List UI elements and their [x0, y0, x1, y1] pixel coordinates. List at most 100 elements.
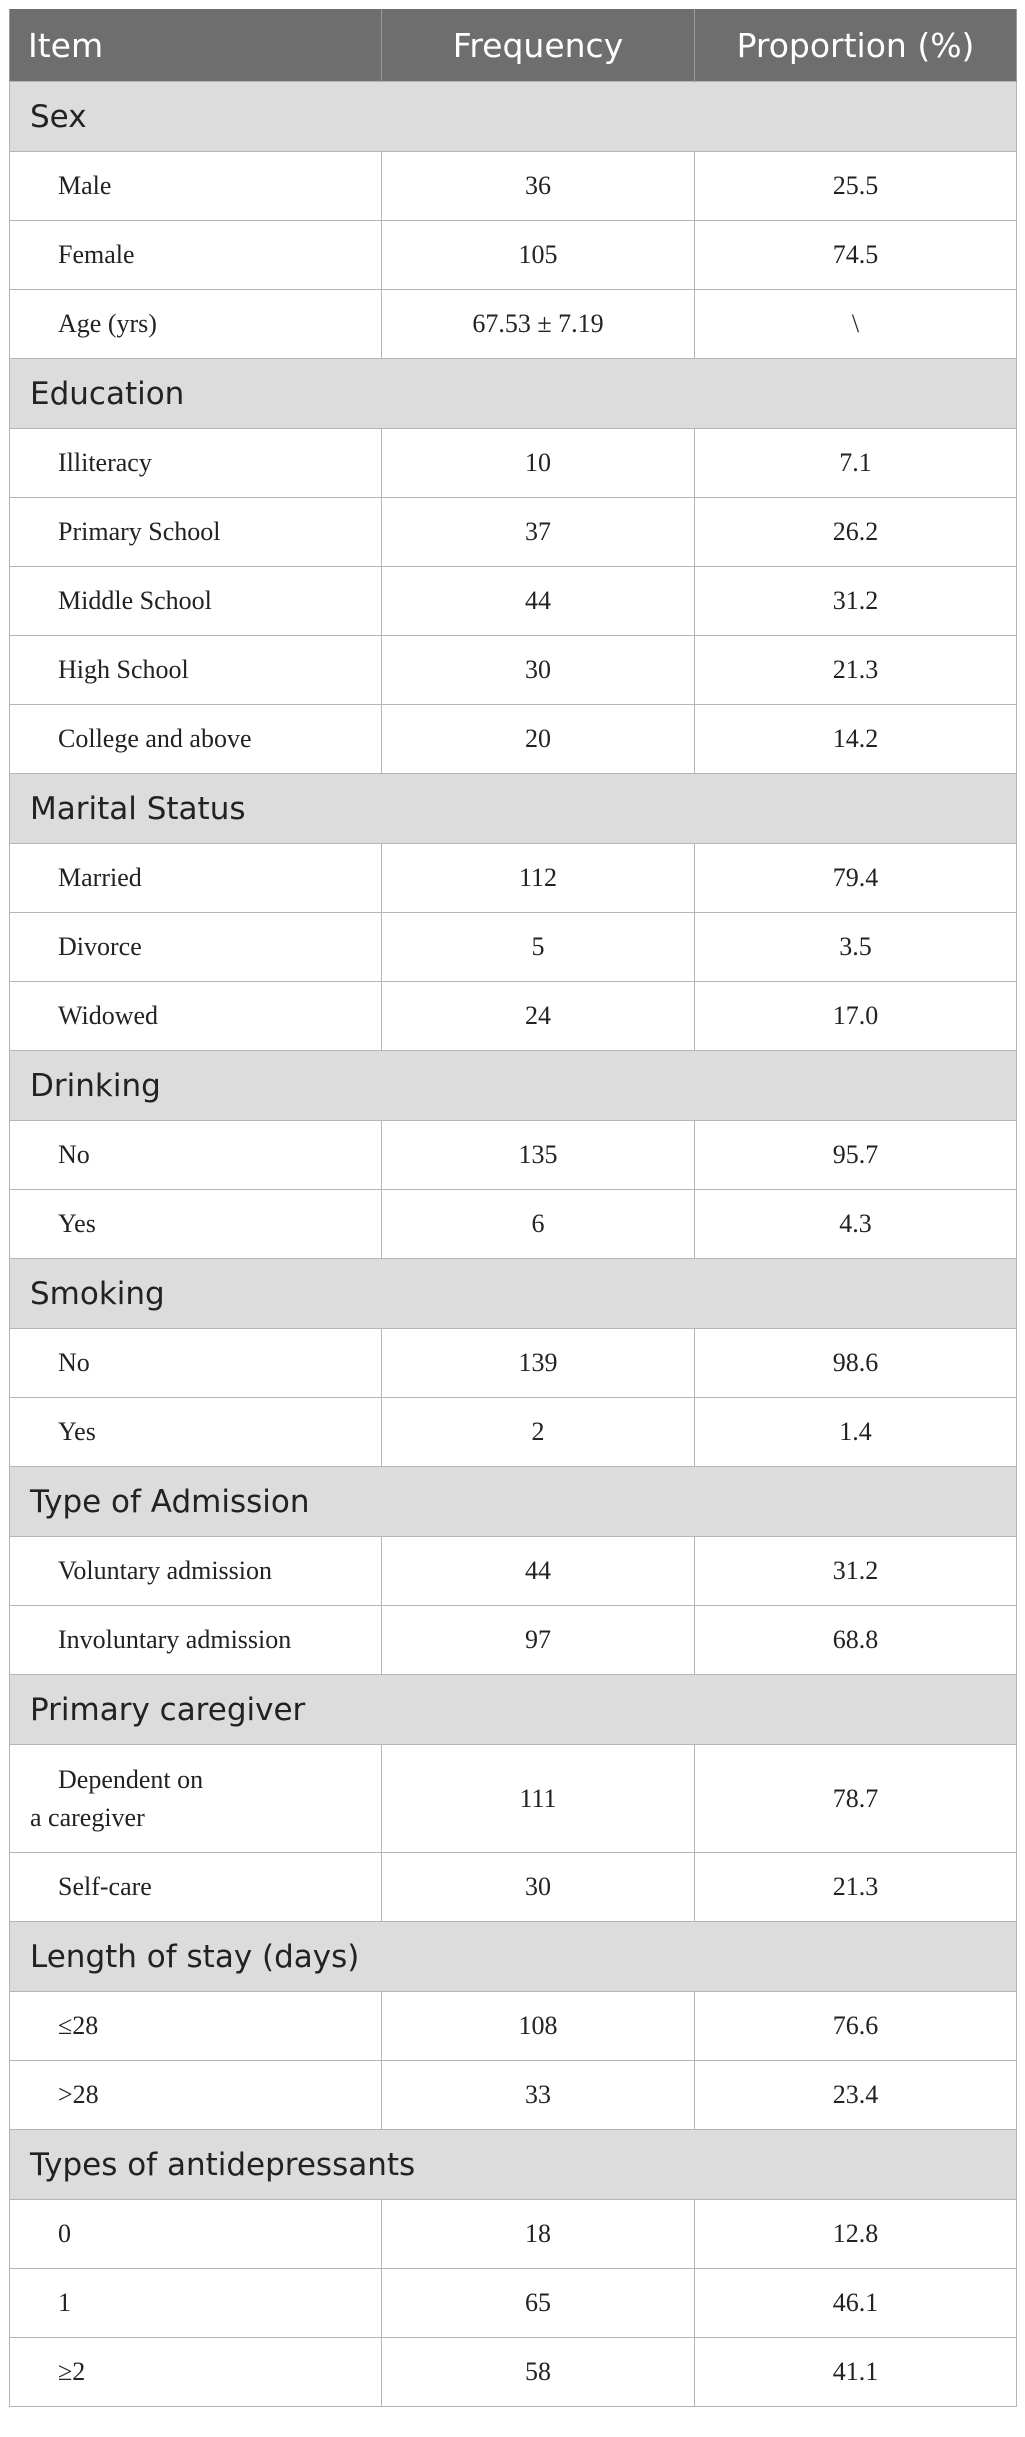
- cell-item: Yes: [9, 1397, 382, 1467]
- cell-frequency: 24: [381, 981, 695, 1051]
- cell-item-line2: a caregiver: [30, 1802, 145, 1832]
- group-label: Marital Status: [9, 773, 1017, 844]
- group-label: Length of stay (days): [9, 1921, 1017, 1992]
- cell-item: Voluntary admission: [9, 1536, 382, 1606]
- cell-item: 1: [9, 2268, 382, 2338]
- demographics-table-container: Item Frequency Proportion (%) Sex Male 36 2…: [9, 9, 1017, 2407]
- cell-item: Dependent on a caregiver: [9, 1744, 382, 1853]
- cell-item: 0: [9, 2199, 382, 2269]
- cell-frequency: 2: [381, 1397, 695, 1467]
- cell-proportion: 76.6: [694, 1991, 1017, 2061]
- cell-frequency: 135: [381, 1120, 695, 1190]
- table-row: College and above 20 14.2: [9, 704, 1017, 774]
- cell-proportion: 78.7: [694, 1744, 1017, 1853]
- table-row: Voluntary admission 44 31.2: [9, 1536, 1017, 1606]
- demographics-table: Item Frequency Proportion (%) Sex Male 36 2…: [9, 9, 1017, 2407]
- table-row: Male 36 25.5: [9, 151, 1017, 221]
- group-row: Sex: [9, 81, 1017, 152]
- cell-proportion: \: [694, 289, 1017, 359]
- table-row: Yes 6 4.3: [9, 1189, 1017, 1259]
- cell-item: ≥2: [9, 2337, 382, 2407]
- cell-proportion: 31.2: [694, 1536, 1017, 1606]
- cell-item: Married: [9, 843, 382, 913]
- table-row: >28 33 23.4: [9, 2060, 1017, 2130]
- table-row: Self-care 30 21.3: [9, 1852, 1017, 1922]
- cell-item: Yes: [9, 1189, 382, 1259]
- cell-item: Age (yrs): [9, 289, 382, 359]
- cell-frequency: 6: [381, 1189, 695, 1259]
- cell-item: Divorce: [9, 912, 382, 982]
- cell-frequency: 112: [381, 843, 695, 913]
- cell-frequency: 67.53 ± 7.19: [381, 289, 695, 359]
- cell-proportion: 79.4: [694, 843, 1017, 913]
- group-label: Type of Admission: [9, 1466, 1017, 1537]
- cell-proportion: 21.3: [694, 1852, 1017, 1922]
- group-row: Education: [9, 358, 1017, 429]
- cell-proportion: 98.6: [694, 1328, 1017, 1398]
- table-row: Female 105 74.5: [9, 220, 1017, 290]
- table-row: Involuntary admission 97 68.8: [9, 1605, 1017, 1675]
- table-row: No 139 98.6: [9, 1328, 1017, 1398]
- cell-proportion: 23.4: [694, 2060, 1017, 2130]
- table-row: Dependent on a caregiver 111 78.7: [9, 1744, 1017, 1853]
- header-frequency: Frequency: [381, 9, 695, 82]
- table-row: Yes 2 1.4: [9, 1397, 1017, 1467]
- table-row: Divorce 5 3.5: [9, 912, 1017, 982]
- cell-frequency: 58: [381, 2337, 695, 2407]
- header-item: Item: [9, 9, 382, 82]
- cell-item: Female: [9, 220, 382, 290]
- cell-frequency: 36: [381, 151, 695, 221]
- table-row: Widowed 24 17.0: [9, 981, 1017, 1051]
- cell-item: No: [9, 1120, 382, 1190]
- cell-item: College and above: [9, 704, 382, 774]
- cell-proportion: 17.0: [694, 981, 1017, 1051]
- cell-item: Male: [9, 151, 382, 221]
- cell-item: High School: [9, 635, 382, 705]
- table-row: No 135 95.7: [9, 1120, 1017, 1190]
- cell-frequency: 44: [381, 566, 695, 636]
- table-row: 0 18 12.8: [9, 2199, 1017, 2269]
- group-row: Smoking: [9, 1258, 1017, 1329]
- group-label: Primary caregiver: [9, 1674, 1017, 1745]
- table-header: Item Frequency Proportion (%): [9, 9, 1017, 82]
- table-row: Married 112 79.4: [9, 843, 1017, 913]
- group-label: Types of antidepressants: [9, 2129, 1017, 2200]
- cell-frequency: 18: [381, 2199, 695, 2269]
- table-row: ≤28 108 76.6: [9, 1991, 1017, 2061]
- cell-frequency: 10: [381, 428, 695, 498]
- cell-frequency: 105: [381, 220, 695, 290]
- group-row: Marital Status: [9, 773, 1017, 844]
- table-row: Illiteracy 10 7.1: [9, 428, 1017, 498]
- cell-item: Primary School: [9, 497, 382, 567]
- cell-frequency: 65: [381, 2268, 695, 2338]
- cell-frequency: 139: [381, 1328, 695, 1398]
- cell-proportion: 95.7: [694, 1120, 1017, 1190]
- header-proportion: Proportion (%): [694, 9, 1017, 82]
- cell-frequency: 20: [381, 704, 695, 774]
- table-row: Middle School 44 31.2: [9, 566, 1017, 636]
- table-row: Primary School 37 26.2: [9, 497, 1017, 567]
- table-body: Sex Male 36 25.5 Female 105 74.5 Age (yrs) 67.53…: [9, 81, 1017, 2407]
- group-label: Smoking: [9, 1258, 1017, 1329]
- cell-item: Illiteracy: [9, 428, 382, 498]
- cell-frequency: 97: [381, 1605, 695, 1675]
- cell-proportion: 31.2: [694, 566, 1017, 636]
- cell-item: Widowed: [9, 981, 382, 1051]
- cell-frequency: 30: [381, 635, 695, 705]
- cell-proportion: 26.2: [694, 497, 1017, 567]
- table-row: ≥2 58 41.1: [9, 2337, 1017, 2407]
- table-row: 1 65 46.1: [9, 2268, 1017, 2338]
- cell-proportion: 68.8: [694, 1605, 1017, 1675]
- cell-item: Self-care: [9, 1852, 382, 1922]
- group-row: Length of stay (days): [9, 1921, 1017, 1992]
- cell-proportion: 46.1: [694, 2268, 1017, 2338]
- cell-proportion: 41.1: [694, 2337, 1017, 2407]
- cell-frequency: 30: [381, 1852, 695, 1922]
- cell-item: Involuntary admission: [9, 1605, 382, 1675]
- group-label: Sex: [9, 81, 1017, 152]
- table-row: High School 30 21.3: [9, 635, 1017, 705]
- cell-frequency: 5: [381, 912, 695, 982]
- group-row: Drinking: [9, 1050, 1017, 1121]
- cell-item-line1: Dependent on: [58, 1764, 204, 1794]
- cell-item: ≤28: [9, 1991, 382, 2061]
